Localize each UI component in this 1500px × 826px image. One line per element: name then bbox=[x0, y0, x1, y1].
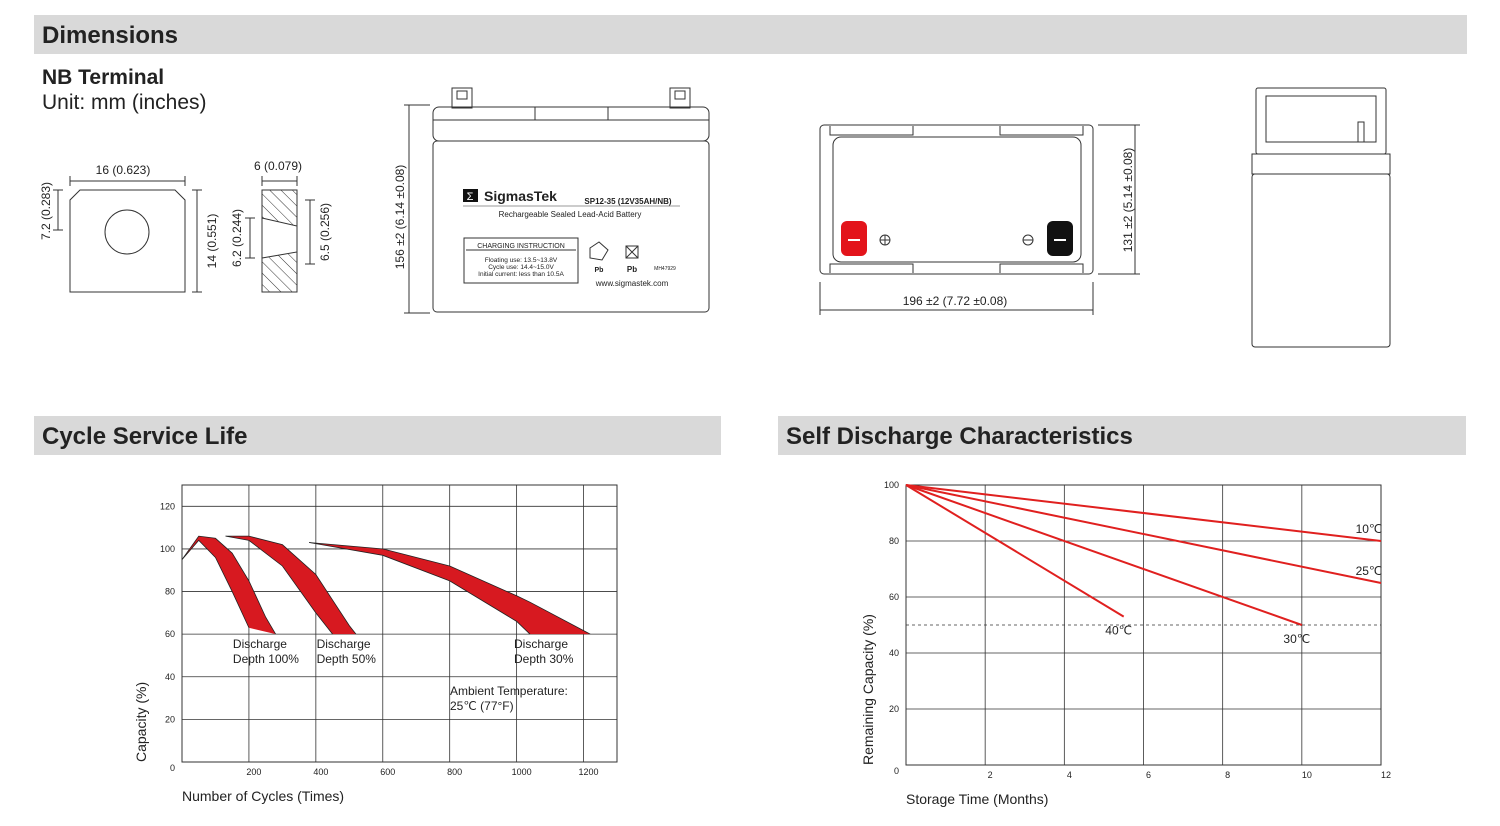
series-label: 25℃ bbox=[1356, 564, 1383, 578]
dimension-label: 6.5 (0.256) bbox=[318, 203, 332, 261]
x-tick-label: 400 bbox=[313, 767, 328, 777]
section-bar bbox=[34, 416, 721, 455]
band-edge bbox=[225, 535, 357, 635]
x-tick-label: 6 bbox=[1146, 770, 1151, 780]
mark: Pb bbox=[627, 265, 637, 274]
mark: MH47929 bbox=[654, 266, 676, 272]
dimension-label: 16 (0.623) bbox=[96, 163, 151, 177]
svg-text:Σ: Σ bbox=[467, 191, 474, 203]
line bbox=[905, 484, 1382, 542]
y-tick-label: 60 bbox=[889, 592, 899, 602]
x-tick-label: 1000 bbox=[512, 767, 532, 777]
battery-side bbox=[1251, 87, 1391, 348]
dimension-label: 6.2 (0.244) bbox=[230, 209, 244, 267]
band-edge bbox=[309, 542, 531, 635]
section-title: Dimensions bbox=[42, 22, 178, 49]
x-tick-label: 12 bbox=[1381, 770, 1391, 780]
band-edge bbox=[309, 542, 591, 635]
section-bar bbox=[778, 416, 1466, 455]
x-tick-label: 1200 bbox=[579, 767, 599, 777]
charging-line: Initial current: less than 10.5A bbox=[478, 271, 564, 278]
terminal-side bbox=[245, 176, 315, 293]
band-label-box: Discharge Depth 100% bbox=[232, 637, 299, 666]
dimension-label: 7.2 (0.283) bbox=[39, 182, 53, 240]
series-label: 40℃ bbox=[1105, 624, 1132, 638]
y-tick-label: 60 bbox=[165, 629, 175, 639]
charging-line: Floating use: 13.5~13.8V bbox=[485, 257, 558, 264]
x-tick-label: 600 bbox=[380, 767, 395, 777]
band-edge bbox=[181, 539, 250, 628]
mark: Pb bbox=[595, 267, 604, 274]
y-axis-label: Remaining Capacity (%) bbox=[860, 614, 876, 765]
series-label: 30℃ bbox=[1283, 632, 1310, 646]
battery-front: Σ bbox=[404, 87, 710, 314]
line bbox=[905, 484, 1125, 618]
description: Rechargeable Sealed Lead-Acid Battery bbox=[499, 210, 642, 219]
dimension-label: 6 (0.079) bbox=[254, 159, 302, 173]
band-label: Discharge Depth 30% bbox=[514, 637, 574, 666]
x-tick-label: 200 bbox=[246, 767, 261, 777]
x-tick-label: 800 bbox=[447, 767, 462, 777]
battery-top bbox=[819, 124, 1140, 315]
annotation: Ambient Temperature: bbox=[450, 684, 568, 698]
x-tick-label: 4 bbox=[1067, 770, 1072, 780]
band bbox=[309, 542, 591, 635]
series-label: 10℃ bbox=[1356, 522, 1383, 536]
terminal-front bbox=[53, 176, 202, 293]
y-tick-label: 0 bbox=[170, 763, 175, 773]
y-axis-label: Capacity (%) bbox=[133, 682, 149, 762]
dimension-label: 131 ±2 (5.14 ±0.08) bbox=[1121, 148, 1135, 253]
band-label-box: Discharge Depth 50% bbox=[316, 637, 376, 666]
band-label: Discharge Depth 100% bbox=[232, 637, 299, 666]
y-tick-label: 80 bbox=[889, 536, 899, 546]
x-tick-label: 10 bbox=[1302, 770, 1312, 780]
y-tick-label: 80 bbox=[165, 587, 175, 597]
x-tick-label: 8 bbox=[1225, 770, 1230, 780]
dimension-label: 196 ±2 (7.72 ±0.08) bbox=[903, 294, 1008, 308]
section-title: Cycle Service Life bbox=[42, 423, 247, 450]
y-tick-label: 0 bbox=[894, 766, 899, 776]
y-tick-label: 120 bbox=[160, 501, 175, 511]
brand: SigmasTek bbox=[484, 188, 557, 204]
annotation: 25℃ (77°F) bbox=[450, 699, 514, 713]
section-title: Self Discharge Characteristics bbox=[786, 423, 1133, 450]
x-axis-label: Storage Time (Months) bbox=[906, 791, 1048, 807]
website: www.sigmastek.com bbox=[595, 279, 669, 288]
model: SP12-35 (12V35AH/NB) bbox=[584, 197, 671, 206]
y-tick-label: 20 bbox=[165, 714, 175, 724]
band-edge bbox=[181, 535, 277, 635]
y-tick-label: 40 bbox=[165, 672, 175, 682]
dimension-label: 156 ±2 (6.14 ±0.08) bbox=[393, 165, 407, 270]
line bbox=[905, 484, 1382, 584]
band bbox=[182, 536, 276, 635]
terminal-title: NB Terminal bbox=[42, 66, 164, 89]
section-bar bbox=[34, 15, 1467, 54]
line bbox=[905, 484, 1303, 626]
band-label: Discharge Depth 50% bbox=[316, 637, 376, 666]
y-tick-label: 40 bbox=[889, 648, 899, 658]
unit: Unit: mm (inches) bbox=[42, 91, 207, 114]
band-edge bbox=[225, 535, 333, 635]
band bbox=[225, 536, 356, 635]
charging-title: CHARGING INSTRUCTION bbox=[477, 243, 565, 250]
y-tick-label: 100 bbox=[160, 544, 175, 554]
charging-line: Cycle use: 14.4~15.0V bbox=[488, 264, 554, 271]
y-tick-label: 100 bbox=[884, 480, 899, 490]
x-tick-label: 2 bbox=[988, 770, 993, 780]
dimension-label: 14 (0.551) bbox=[205, 214, 219, 269]
x-axis-label: Number of Cycles (Times) bbox=[182, 788, 344, 804]
y-tick-label: 20 bbox=[889, 704, 899, 714]
band-label-box: Discharge Depth 30% bbox=[514, 637, 574, 666]
